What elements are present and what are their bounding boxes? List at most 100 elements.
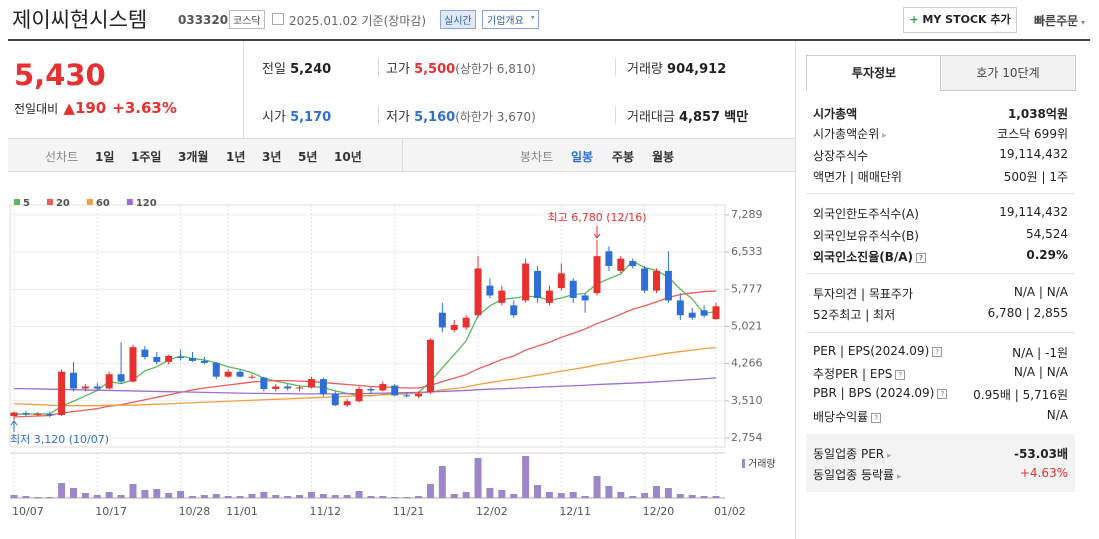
quick-order[interactable]: 빠른주문 ▾ [1034,12,1085,29]
candle-body [117,374,125,382]
info-value: N/A | -1원 [1012,346,1068,360]
volume-bar [593,476,601,498]
info-value: N/A | N/A [1013,285,1068,299]
candle-body [10,412,18,417]
candle-body [331,393,339,406]
dropdown-arrow: ▾ [1078,18,1085,27]
info-label-text: 추정PER | EPS [813,367,893,381]
info-icon[interactable]: ? [895,369,906,380]
volume-bar [712,495,720,498]
volume-bar [117,495,125,498]
industry-value: +4.63% [1019,466,1068,480]
info-row: 상장주식수 19,114,432 [813,147,1068,165]
my-stock-label: MY STOCK 추가 [922,13,1011,26]
volume-bar [379,496,387,498]
low-arrow [10,420,18,432]
candle-body [593,256,601,294]
info-icon[interactable]: ? [916,252,927,263]
period-tab[interactable]: 3개월 [178,150,209,164]
change-rate: +3.63% [112,99,177,117]
info-label: 추정PER | EPS? [813,365,906,382]
info-row: 외국인한도주식수(A) 19,114,432 [813,205,1068,223]
info-icon[interactable]: ? [871,412,882,423]
candle-body [165,356,173,362]
separator [806,332,1075,333]
volume-bar [653,486,661,498]
period-tab[interactable]: 1년 [226,150,246,164]
info-value: N/A | N/A [1013,365,1068,379]
volume-bar [153,489,161,498]
volume-bar [629,496,637,498]
divider [243,41,244,138]
info-icon[interactable]: ? [937,388,948,399]
volume-bar [129,484,137,498]
change-row: 전일대비 ▲190 +3.63% [14,99,177,117]
candle-body [545,290,553,303]
legend-label: 60 [96,198,110,209]
volume-bar [534,485,542,498]
info-icon[interactable]: ? [932,346,943,357]
period-tab-selected[interactable]: 일봉 [571,150,594,164]
candle-body [236,371,244,377]
period-tab[interactable]: 주봉 [612,150,635,164]
candle-body [474,268,482,316]
candle-body [438,312,446,328]
candle-body [272,386,280,389]
plus-icon: + [909,13,923,26]
candle-body [105,374,113,389]
period-tab[interactable]: 월봉 [652,150,675,164]
volume-bar [415,496,423,498]
quote-item: 고가 5,500(상한가 6,810) [386,58,536,77]
quote-item: 전일 5,240 [262,58,331,77]
volume-bar [10,495,18,498]
candle-body [34,414,42,416]
industry-label: 동일업종 등락률 ▸ [813,466,902,483]
quote-note: (하한가 3,670) [455,110,536,124]
candle-body [153,356,161,362]
period-tab[interactable]: 1일 [95,150,115,164]
period-tab[interactable]: 3년 [262,150,282,164]
candle-body [129,347,137,382]
candle-body [605,251,613,266]
candle-body [22,413,30,415]
industry-label-text: 동일업종 PER [813,447,885,461]
volume-bar [248,494,256,498]
legend-swatch [126,199,133,205]
candle-body [641,268,649,291]
company-menu[interactable]: 기업개요 ▾ [482,10,539,29]
quote-value: 5,170 [290,110,332,125]
volume-bar [177,491,185,498]
candle-body [367,388,375,391]
period-tab[interactable]: 10년 [334,150,362,164]
info-label: 상장주식수 [813,149,869,163]
volume-bar [557,493,565,498]
realtime-badge[interactable]: 실시간 [440,10,476,29]
info-row: 추정PER | EPS? N/A | N/A [813,365,1068,383]
info-value: 0.29% [1026,248,1068,262]
x-tick-label: 12/11 [559,505,591,518]
moving-average-line [13,290,717,418]
change-label: 전일대비 [14,102,59,116]
quote-note: (상한가 6,810) [455,62,536,76]
volume-bar [319,494,327,498]
sidebar-tab-selected[interactable]: 투자정보 [806,55,942,91]
candle-body [188,357,196,361]
calendar-icon [272,13,284,25]
quote-item: 시가 5,170 [262,106,331,125]
current-price: 5,430 [14,58,106,92]
candle-body [522,263,530,301]
volume-bar [474,458,482,498]
period-tab[interactable]: 1주일 [131,150,162,164]
quote-unit: 백만 [724,110,749,125]
period-tab[interactable]: 5년 [298,150,318,164]
industry-label: 동일업종 PER ▸ [813,445,892,462]
y-tick-label: 5,021 [731,319,763,332]
my-stock-button[interactable]: + MY STOCK 추가 [903,7,1017,33]
volume-bar [641,493,649,498]
info-label: 액면가 | 매매단위 [813,170,902,184]
industry-row: 동일업종 PER ▸ -53.03배 [813,445,1068,463]
high-annotation: 최고 6,780 (12/16) [548,211,647,224]
info-value: 500원 | 1주 [1003,170,1068,184]
sidebar-tab[interactable]: 호가 10단계 [940,55,1076,91]
volume-bar [462,492,470,498]
